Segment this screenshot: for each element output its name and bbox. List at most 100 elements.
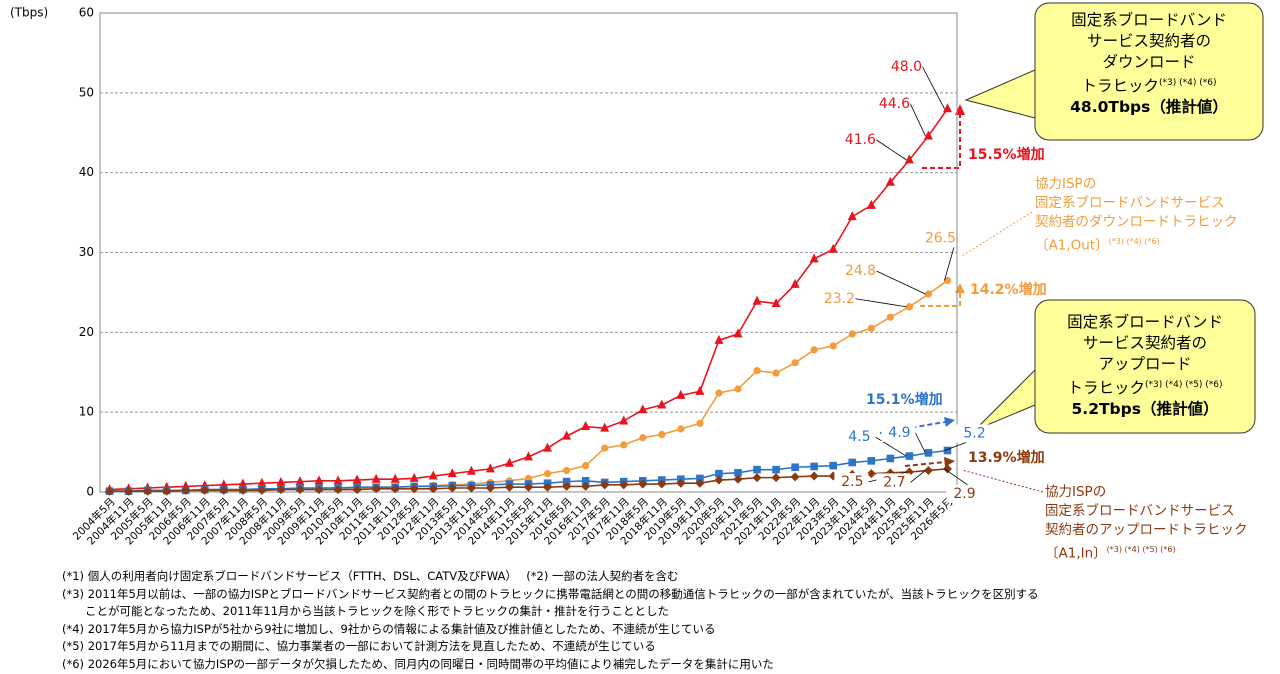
data-label: 2.7 xyxy=(883,474,905,490)
footnote: (*6) 2026年5月において協力ISPの一部データが欠損したため、同月内の同… xyxy=(62,656,774,671)
point xyxy=(905,452,914,460)
footnote: (*4) 2017年5月から協力ISPが5社から9社に増加し、9社からの情報によ… xyxy=(62,621,716,636)
isp-label: 協力ISPの 固定系ブロードバンドサービス 契約者のダウンロードトラヒック 〔A1,O… xyxy=(1035,175,1238,256)
point xyxy=(772,369,780,377)
isp-label-line: 協力ISPの xyxy=(1035,175,1238,194)
point xyxy=(276,476,286,486)
point xyxy=(562,481,572,491)
point xyxy=(371,473,381,483)
isp-label-line: 協力ISPの xyxy=(1045,483,1248,502)
callout-note: (*3) (*4) (*6) xyxy=(1159,78,1217,88)
isp-label-text: 〔A1,In〕 xyxy=(1045,545,1107,562)
callout: 固定系ブロードバンド サービス契約者の アップロード トラヒック(*3) (*4) (… xyxy=(1035,312,1255,420)
growth-bracket xyxy=(922,113,961,169)
leader xyxy=(910,470,926,483)
point xyxy=(886,313,894,321)
callout-line: サービス契約者の xyxy=(1035,333,1255,354)
footnote: (*1) 個人の利用者向け固定系ブロードバンドサービス（FTTH、DSL、CAT… xyxy=(62,569,679,583)
point xyxy=(943,446,952,455)
point xyxy=(620,441,628,449)
isp-label-note: (*3) (*4) (*6) xyxy=(1108,237,1160,246)
point xyxy=(791,463,799,472)
data-label: 5.2 xyxy=(963,425,985,441)
point xyxy=(676,478,686,488)
callout-line: トラヒック(*3) (*4) (*5) (*6) xyxy=(1035,375,1255,399)
point xyxy=(791,359,799,367)
growth-label: 13.9%増加 xyxy=(968,449,1045,466)
point xyxy=(677,425,685,433)
leader xyxy=(876,270,926,295)
point xyxy=(390,473,400,483)
point xyxy=(809,471,819,481)
point xyxy=(504,457,514,467)
label-bg xyxy=(876,94,911,113)
point xyxy=(562,477,571,486)
point xyxy=(866,469,876,479)
y-tick-label: 20 xyxy=(79,325,94,339)
isp-label-text: 契約者のダウンロードトラヒック xyxy=(1035,214,1238,230)
point xyxy=(466,483,476,493)
callout-text: 固定系ブロードバンド xyxy=(1071,11,1227,29)
point xyxy=(428,484,438,494)
point xyxy=(143,486,153,496)
point xyxy=(714,475,724,485)
point xyxy=(885,176,895,186)
point xyxy=(314,485,324,495)
callout-text: サービス契約者の xyxy=(1082,334,1207,352)
point xyxy=(847,211,857,221)
point xyxy=(942,103,952,113)
point xyxy=(658,430,666,439)
isp-label-text: 協力ISPの xyxy=(1045,484,1107,500)
isp-label: 協力ISPの固定系ブロードバンドサービス 契約者のアップロードトラヒック 〔A1,I… xyxy=(1045,483,1248,564)
point xyxy=(867,457,876,465)
callout-line: トラヒック(*3) (*4) (*6) xyxy=(1035,73,1263,97)
point xyxy=(257,485,267,495)
label-bg xyxy=(956,424,991,443)
point xyxy=(333,475,343,485)
callout-total: 48.0Tbps（推計値） xyxy=(1070,98,1228,117)
point xyxy=(524,451,533,461)
data-label: 44.6 xyxy=(879,96,910,112)
point xyxy=(619,415,629,425)
point xyxy=(485,463,495,473)
point xyxy=(714,334,724,344)
point xyxy=(924,449,933,457)
y-tick-label: 0 xyxy=(86,485,94,499)
data-label: 26.5 xyxy=(925,230,956,246)
leader xyxy=(876,139,907,161)
leader xyxy=(875,436,907,457)
point xyxy=(105,486,115,496)
point xyxy=(562,430,572,440)
point xyxy=(886,454,895,463)
leader xyxy=(961,211,1033,257)
point xyxy=(734,469,742,477)
callout-line: ダウンロード xyxy=(1035,52,1263,73)
point xyxy=(715,469,723,478)
label-bg xyxy=(842,262,877,281)
point xyxy=(295,485,305,495)
point xyxy=(733,474,743,484)
isp-label-text: 固定系ブロードバンドサービス xyxy=(1045,503,1235,519)
leader xyxy=(855,298,907,308)
point xyxy=(581,481,591,491)
callout-join xyxy=(1036,372,1044,404)
point xyxy=(867,324,875,332)
growth-label: 14.2%増加 xyxy=(970,281,1047,298)
point xyxy=(829,342,837,350)
point xyxy=(485,483,495,493)
point xyxy=(295,476,305,486)
point xyxy=(771,473,781,483)
leader xyxy=(910,103,926,137)
label-bg xyxy=(842,130,877,149)
callout-line: サービス契約者の xyxy=(1035,31,1263,52)
point xyxy=(733,328,743,338)
point xyxy=(695,478,705,488)
point xyxy=(924,290,933,298)
isp-label-line: 契約者のアップロードトラヒック xyxy=(1045,521,1248,540)
point xyxy=(314,475,324,485)
point xyxy=(390,484,400,494)
point xyxy=(810,346,818,354)
point xyxy=(734,385,742,393)
point xyxy=(695,385,705,395)
